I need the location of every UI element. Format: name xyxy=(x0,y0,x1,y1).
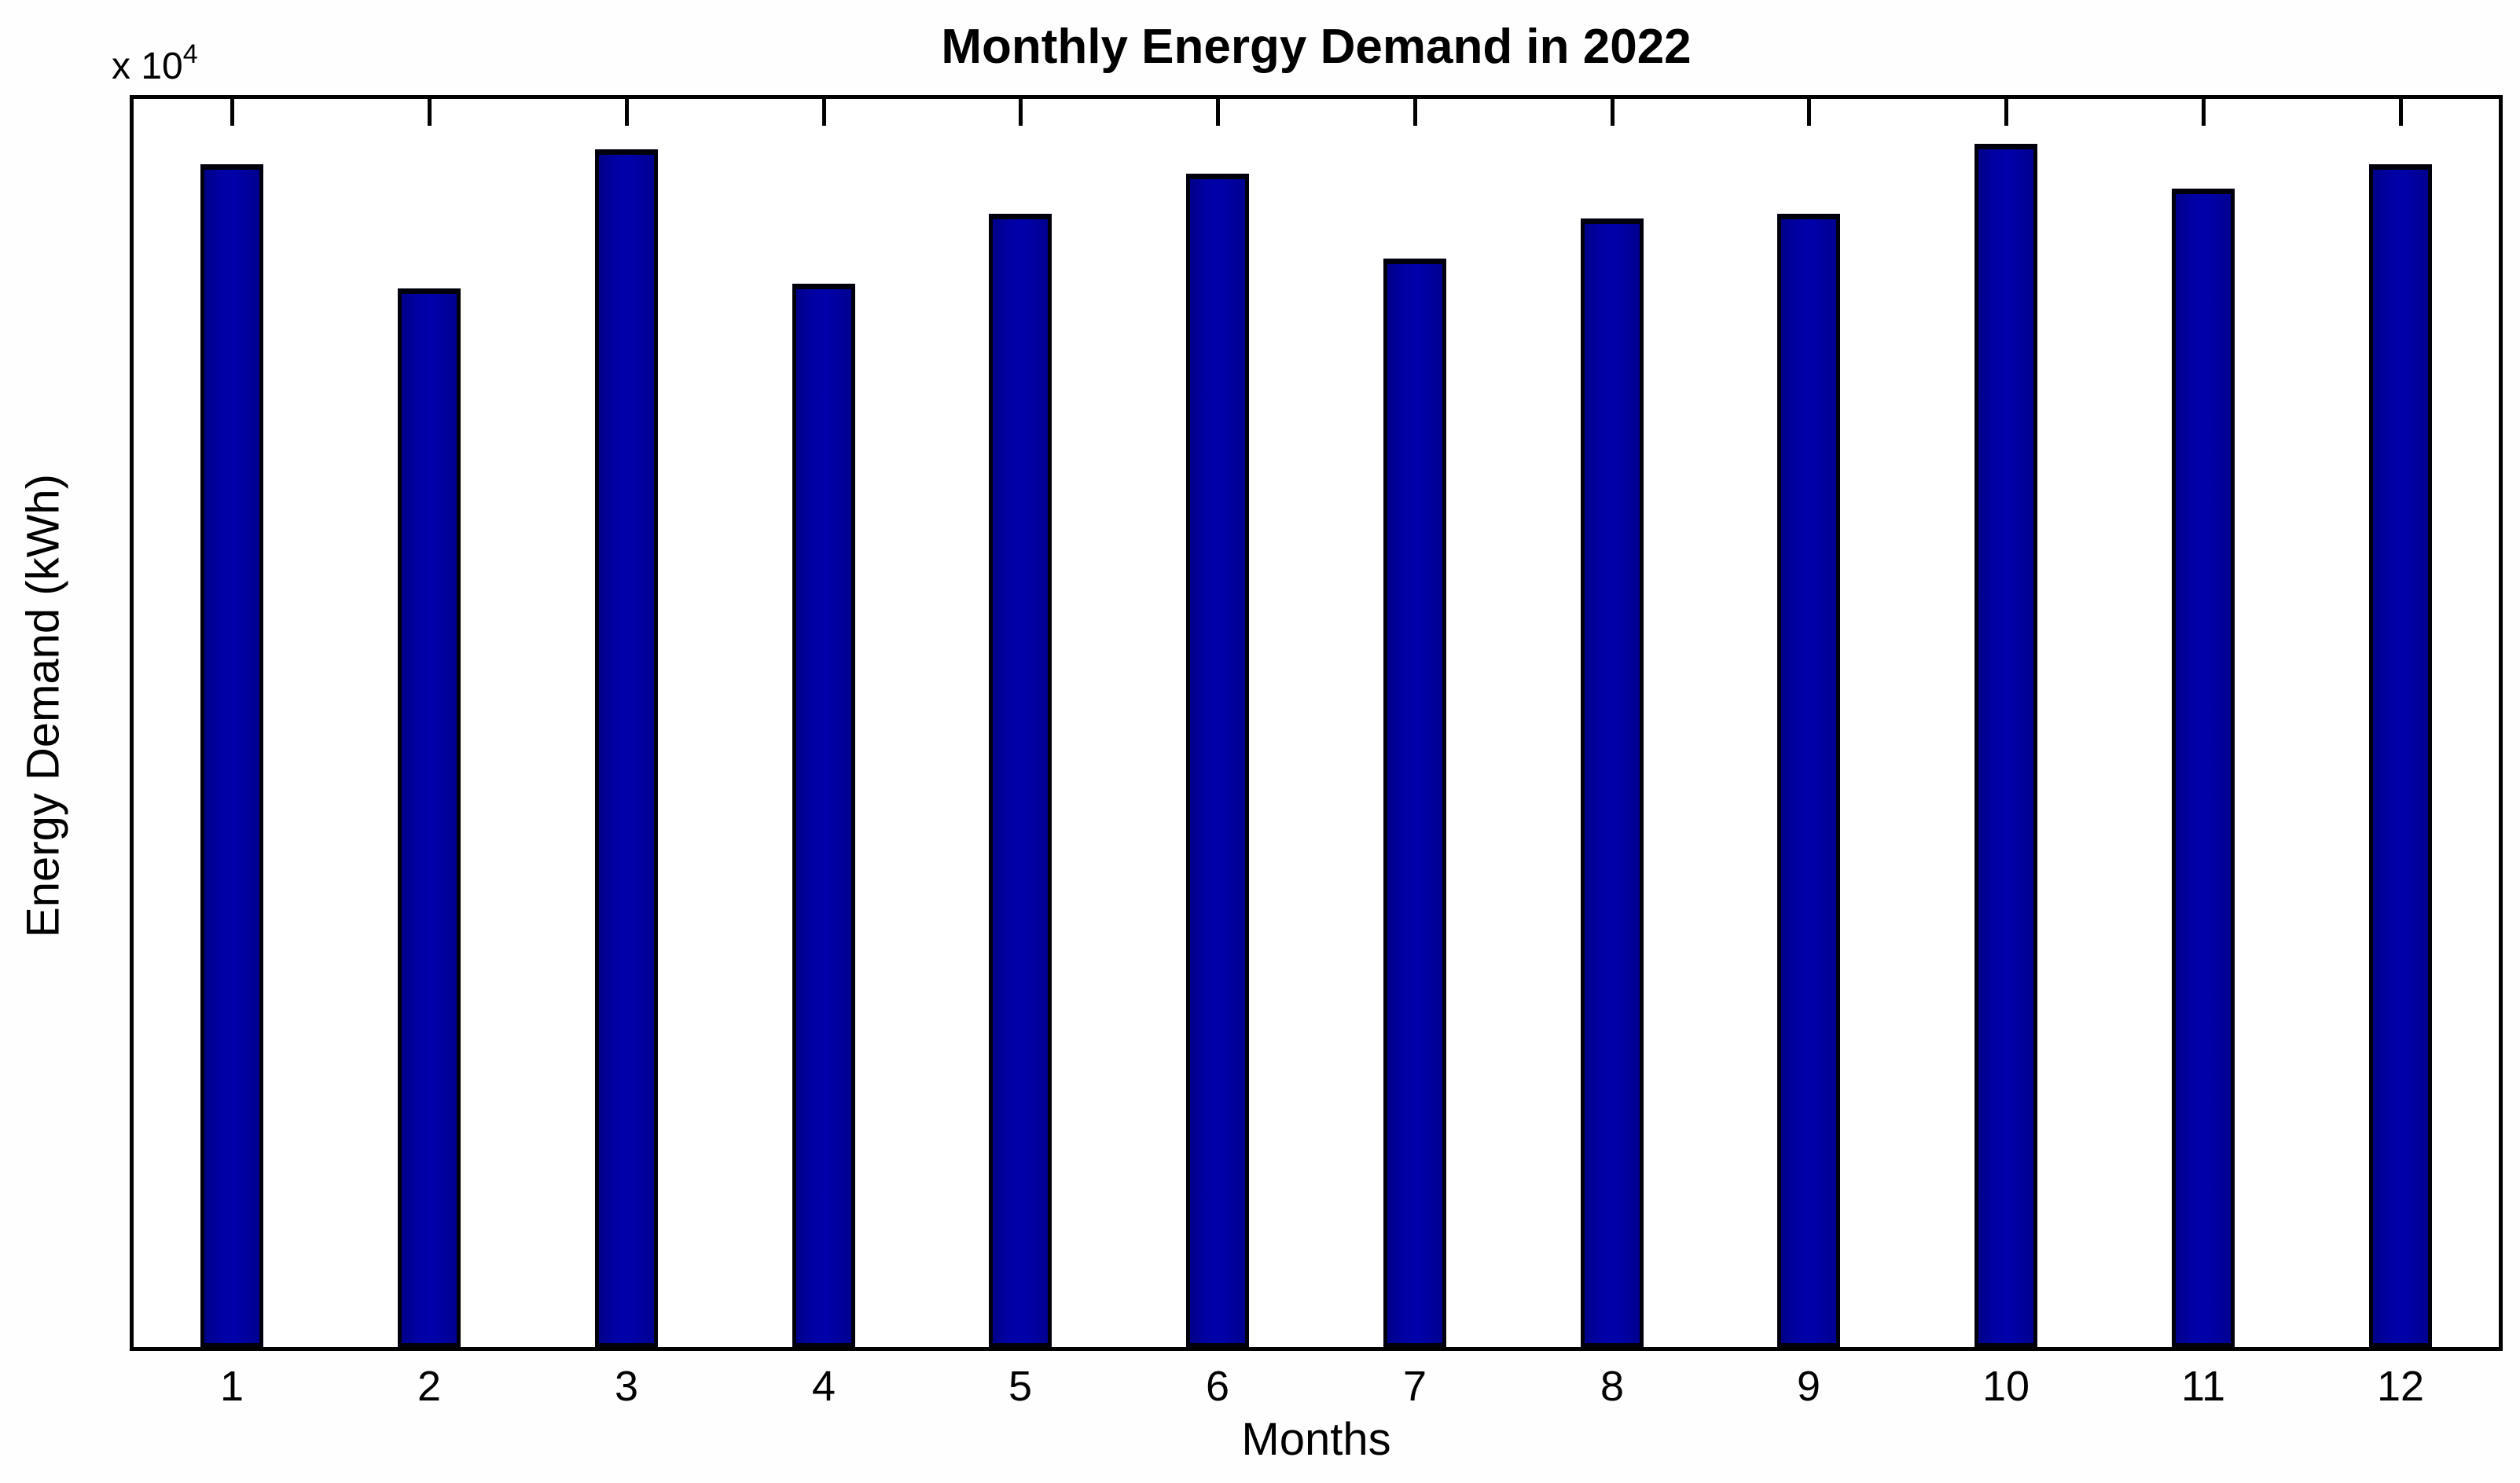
x-tick-label: 5 xyxy=(1008,1363,1033,1410)
x-axis-top-tick xyxy=(1019,99,1023,126)
bar-month-3 xyxy=(595,149,658,1347)
x-tick-label: 7 xyxy=(1402,1363,1427,1410)
x-axis-top-tick xyxy=(1611,99,1614,126)
bars-layer xyxy=(134,99,2499,1347)
bar-month-8 xyxy=(1581,218,1644,1347)
x-tick-label: 8 xyxy=(1600,1363,1625,1410)
bar-month-11 xyxy=(2172,189,2235,1347)
bar-month-5 xyxy=(989,214,1052,1347)
x-tick-label: 1 xyxy=(219,1363,244,1410)
bar-month-10 xyxy=(1974,144,2037,1347)
x-tick-label: 2 xyxy=(417,1363,442,1410)
plot-area xyxy=(130,95,2503,1351)
x-axis-top-tick xyxy=(2004,99,2008,126)
x-axis-top-tick xyxy=(2399,99,2403,126)
x-tick-label: 11 xyxy=(2180,1363,2226,1410)
y-axis-exponent-prefix: x 10 xyxy=(112,46,183,87)
x-axis-top-tick xyxy=(1216,99,1220,126)
x-tick-label: 9 xyxy=(1796,1363,1821,1410)
y-axis-exponent-label: x 104 xyxy=(112,39,198,88)
chart-title: Monthly Energy Demand in 2022 xyxy=(941,20,1692,74)
bar-month-4 xyxy=(792,284,855,1347)
y-axis-exponent-power: 4 xyxy=(182,39,198,69)
x-tick-label: 12 xyxy=(2376,1363,2425,1410)
x-tick-label: 10 xyxy=(1982,1363,2030,1410)
bar-month-12 xyxy=(2369,164,2432,1347)
x-axis-top-tick xyxy=(625,99,629,126)
bar-month-6 xyxy=(1186,174,1249,1347)
x-axis-label: Months xyxy=(1241,1414,1391,1465)
x-tick-label: 4 xyxy=(811,1363,836,1410)
bar-month-9 xyxy=(1777,214,1840,1347)
bar-month-7 xyxy=(1383,259,1446,1347)
bar-month-1 xyxy=(200,164,263,1347)
x-axis-top-tick xyxy=(230,99,234,126)
x-axis-top-tick xyxy=(2202,99,2206,126)
bar-month-2 xyxy=(398,288,461,1347)
y-axis-label: Energy Demand (kWh) xyxy=(17,474,69,938)
x-tick-label: 6 xyxy=(1205,1363,1230,1410)
x-tick-label: 3 xyxy=(614,1363,639,1410)
x-axis-top-tick xyxy=(1413,99,1417,126)
x-axis-top-tick xyxy=(428,99,432,126)
x-axis-top-tick xyxy=(822,99,826,126)
x-axis-top-tick xyxy=(1807,99,1811,126)
